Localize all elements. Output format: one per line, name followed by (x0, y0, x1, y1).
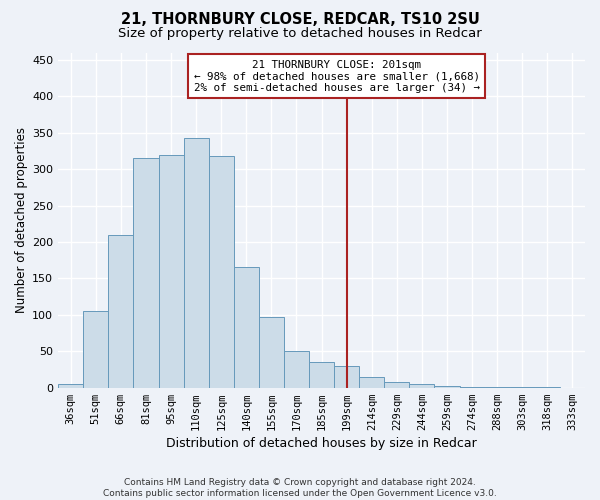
Bar (83, 311, 109, 388)
Text: Size of property relative to detached houses in Redcar: Size of property relative to detached ho… (118, 28, 482, 40)
Bar (133, 158, 158, 388)
Bar (485, 387, 510, 388)
Bar (209, 156, 234, 388)
Bar (309, 362, 334, 388)
Bar (234, 268, 259, 388)
Bar (535, 387, 560, 388)
Bar (58, 384, 83, 388)
X-axis label: Distribution of detached houses by size in Redcar: Distribution of detached houses by size … (166, 437, 477, 450)
Bar (384, 382, 409, 388)
Bar (409, 384, 434, 388)
Bar (109, 234, 133, 388)
Bar (510, 387, 535, 388)
Text: Contains HM Land Registry data © Crown copyright and database right 2024.
Contai: Contains HM Land Registry data © Crown c… (103, 478, 497, 498)
Text: 21 THORNBURY CLOSE: 201sqm
← 98% of detached houses are smaller (1,668)
2% of se: 21 THORNBURY CLOSE: 201sqm ← 98% of deta… (194, 60, 479, 93)
Bar (460, 387, 485, 388)
Y-axis label: Number of detached properties: Number of detached properties (15, 127, 28, 313)
Bar (334, 366, 359, 388)
Bar (158, 154, 184, 388)
Bar (434, 386, 460, 388)
Bar (259, 317, 284, 388)
Bar (284, 352, 309, 388)
Bar (184, 138, 209, 388)
Bar (359, 377, 384, 388)
Text: 21, THORNBURY CLOSE, REDCAR, TS10 2SU: 21, THORNBURY CLOSE, REDCAR, TS10 2SU (121, 12, 479, 28)
